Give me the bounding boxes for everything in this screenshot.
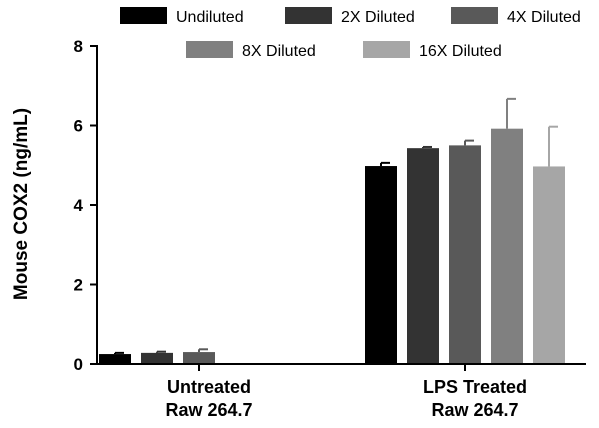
x-category-labels: Untreated Raw 264.7 LPS Treated Raw 264.7 [165, 364, 527, 420]
legend-swatch [120, 7, 167, 24]
legend-label: Undiluted [176, 9, 244, 26]
x-category-label: Raw 264.7 [431, 400, 518, 420]
legend-label: 2X Diluted [341, 9, 415, 26]
y-tick-label: 8 [74, 37, 83, 56]
legend-swatch [285, 7, 332, 24]
y-tick-label: 6 [74, 117, 83, 136]
x-category-label: Untreated [167, 377, 251, 397]
bar [449, 145, 481, 364]
legend-label: 8X Diluted [242, 43, 316, 60]
y-tick-label: 0 [74, 355, 83, 374]
bar [533, 166, 565, 364]
legend-swatch [451, 7, 498, 24]
bar [491, 128, 523, 364]
bar [141, 352, 173, 364]
bar [99, 354, 131, 364]
bar [183, 352, 215, 364]
bar [365, 166, 397, 364]
legend-label: 16X Diluted [419, 43, 502, 60]
x-category-label: Raw 264.7 [165, 400, 252, 420]
x-category-label: LPS Treated [423, 377, 527, 397]
bar [407, 148, 439, 364]
y-axis-label: Mouse COX2 (ng/mL) [11, 108, 32, 300]
y-tick-label: 4 [74, 196, 84, 215]
legend: Undiluted 2X Diluted 4X Diluted 8X Diluted 1… [120, 7, 581, 60]
legend-swatch [363, 41, 410, 58]
y-tick-label: 2 [74, 276, 83, 295]
y-ticks: 0 2 4 6 8 [74, 37, 97, 374]
legend-label: 4X Diluted [507, 9, 581, 26]
legend-swatch [186, 41, 233, 58]
bars [99, 97, 565, 364]
